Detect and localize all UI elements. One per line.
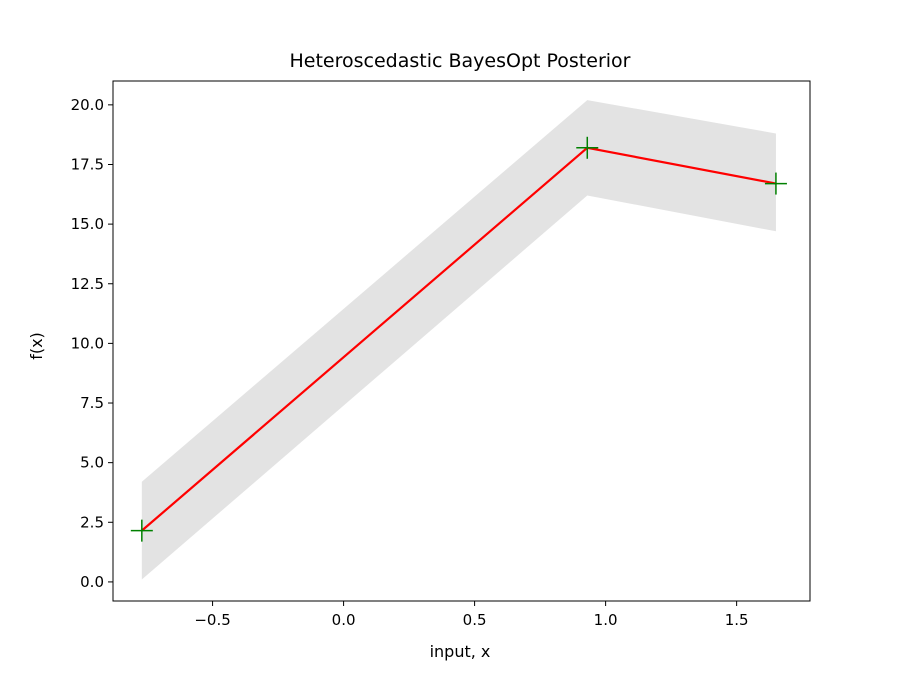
x-tick-label: 0.5 <box>463 611 487 629</box>
y-tick-label: 15.0 <box>71 215 104 233</box>
observation-marker <box>764 172 787 195</box>
y-axis-label: f(x) <box>27 332 46 360</box>
y-tick-label: 12.5 <box>71 275 104 293</box>
x-tick-label: 0.0 <box>332 611 356 629</box>
y-tick-label: 0.0 <box>80 573 104 591</box>
x-tick-label: 1.5 <box>725 611 749 629</box>
chart-title: Heteroscedastic BayesOpt Posterior <box>290 50 631 72</box>
plot-layer <box>130 100 787 580</box>
confidence-band <box>141 100 776 580</box>
x-tick-label: 1.0 <box>594 611 618 629</box>
x-axis-label: input, x <box>430 642 491 661</box>
y-tick-label: 17.5 <box>71 155 104 173</box>
y-tick-label: 7.5 <box>80 394 104 412</box>
y-tick-label: 2.5 <box>80 513 104 531</box>
observation-marker <box>130 519 153 542</box>
y-tick-label: 10.0 <box>71 334 104 352</box>
observation-marker <box>576 136 599 159</box>
axes-frame <box>112 80 811 602</box>
y-tick-label: 20.0 <box>71 96 104 114</box>
x-tick-label: −0.5 <box>194 611 230 629</box>
y-tick-label: 5.0 <box>80 454 104 472</box>
axes-layer: −0.5 0.0 0.5 1.0 1.5 0.0 2.5 5.0 7.5 10.0 12.5 15.0… <box>71 80 811 629</box>
